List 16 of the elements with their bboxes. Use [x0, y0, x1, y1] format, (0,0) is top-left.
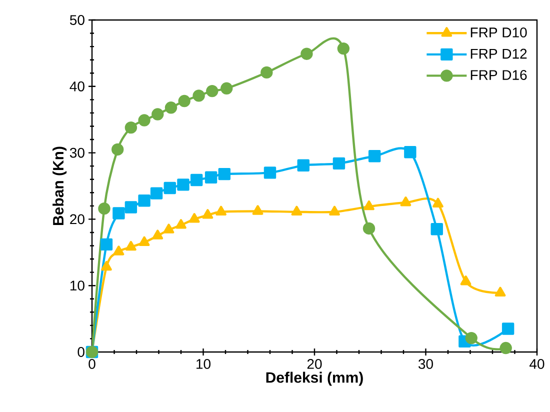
y-tick-label: 0 [78, 347, 84, 357]
y-tick-label: 40 [70, 81, 84, 92]
y-tick-label: 30 [70, 148, 84, 158]
legend-label: FRP D12 [470, 48, 527, 59]
legend-label: FRP D16 [470, 70, 527, 80]
x-axis-title: Defleksi (mm) [266, 372, 363, 386]
x-tick-label: 30 [418, 359, 433, 369]
y-tick-label: 10 [70, 280, 84, 291]
y-tick-label: 50 [70, 15, 84, 25]
x-tick-label: 20 [307, 359, 322, 369]
x-tick-label: 40 [530, 359, 544, 369]
x-tick-label: 10 [196, 359, 210, 369]
y-axis-title: Beban (Kn) [52, 146, 67, 225]
legend-label: FRP D10 [470, 28, 527, 38]
x-tick-label: 0 [88, 359, 96, 369]
y-tick-label: 20 [70, 214, 84, 224]
